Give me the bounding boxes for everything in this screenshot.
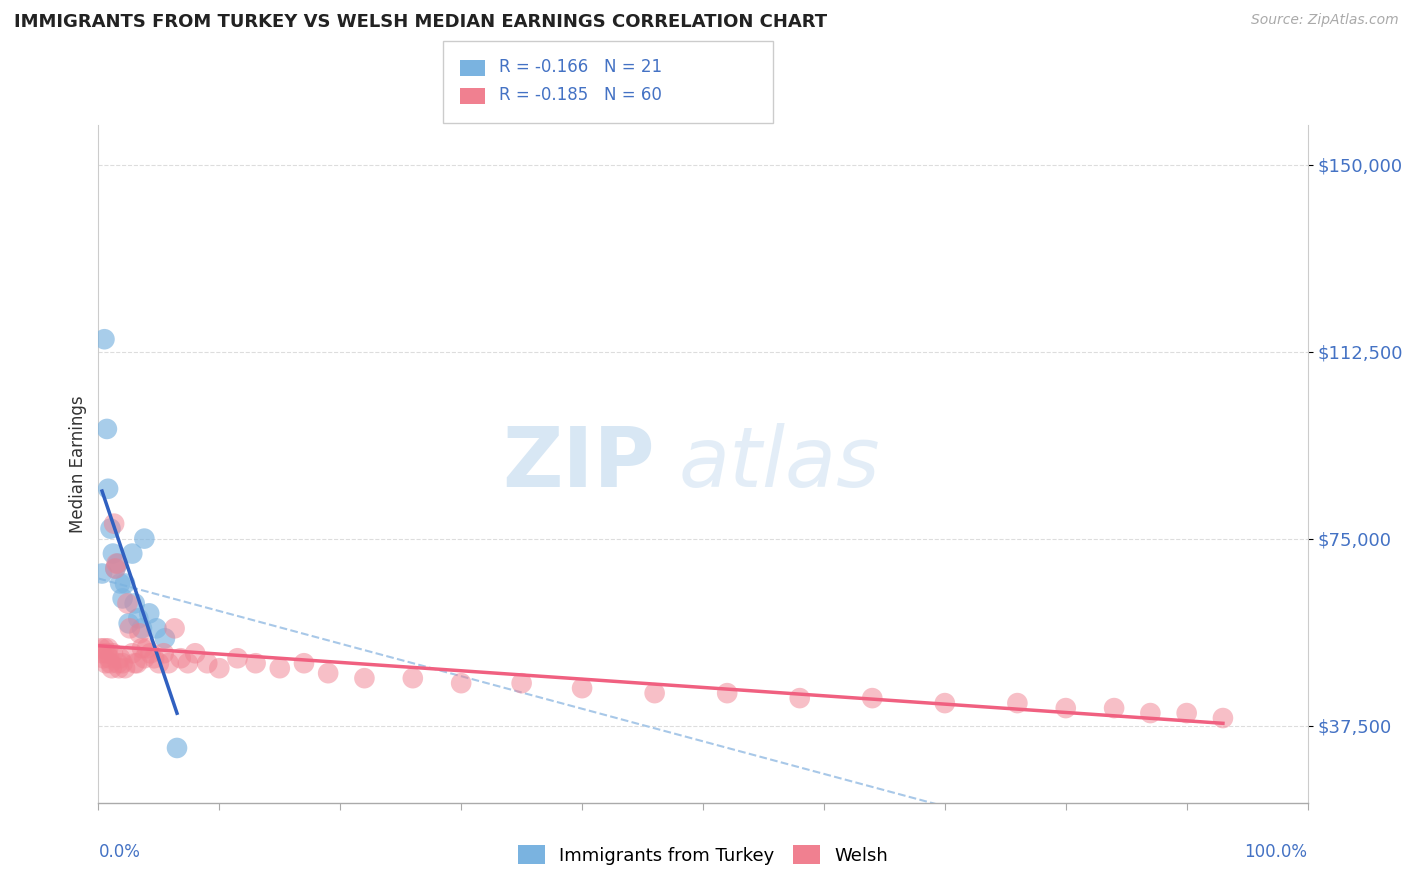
Point bbox=[117, 596, 139, 610]
Point bbox=[134, 651, 156, 665]
Point bbox=[93, 641, 115, 656]
Point bbox=[91, 646, 114, 660]
Point bbox=[96, 422, 118, 436]
Point bbox=[145, 621, 167, 635]
Point bbox=[134, 532, 156, 546]
Point bbox=[114, 661, 136, 675]
Text: 0.0%: 0.0% bbox=[98, 844, 141, 862]
Point bbox=[292, 657, 315, 671]
Point bbox=[226, 651, 249, 665]
Point bbox=[124, 596, 146, 610]
Point bbox=[402, 671, 425, 685]
Point bbox=[163, 621, 186, 635]
Point bbox=[157, 657, 180, 671]
Point bbox=[94, 657, 117, 671]
Point bbox=[316, 666, 339, 681]
Point bbox=[644, 686, 666, 700]
Point bbox=[131, 641, 153, 656]
Point bbox=[100, 657, 122, 671]
Point bbox=[118, 616, 141, 631]
Point bbox=[208, 661, 231, 675]
Point bbox=[789, 691, 811, 706]
Point bbox=[1212, 711, 1234, 725]
Point bbox=[107, 557, 129, 571]
Point bbox=[100, 661, 122, 675]
Point bbox=[127, 657, 149, 671]
Point bbox=[177, 657, 200, 671]
Point bbox=[127, 611, 149, 625]
Point bbox=[169, 651, 191, 665]
Point bbox=[104, 561, 127, 575]
Point bbox=[152, 646, 174, 660]
Point bbox=[139, 646, 162, 660]
Point bbox=[184, 646, 207, 660]
Text: atlas: atlas bbox=[679, 424, 880, 504]
Point bbox=[103, 516, 125, 531]
Point bbox=[135, 641, 157, 656]
Point bbox=[138, 607, 160, 621]
Point bbox=[96, 646, 118, 660]
Text: R = -0.185   N = 60: R = -0.185 N = 60 bbox=[499, 87, 662, 104]
Point bbox=[510, 676, 533, 690]
Point bbox=[148, 657, 170, 671]
Point bbox=[101, 646, 124, 660]
Point bbox=[90, 641, 112, 656]
Point bbox=[108, 576, 131, 591]
Point bbox=[1054, 701, 1077, 715]
Point bbox=[716, 686, 738, 700]
Point bbox=[114, 576, 136, 591]
Point bbox=[353, 671, 375, 685]
Point bbox=[91, 651, 114, 665]
Point bbox=[91, 566, 114, 581]
Point bbox=[934, 696, 956, 710]
Legend: Immigrants from Turkey, Welsh: Immigrants from Turkey, Welsh bbox=[510, 838, 896, 871]
Point bbox=[1139, 706, 1161, 720]
Point bbox=[108, 661, 131, 675]
Point bbox=[121, 547, 143, 561]
Point bbox=[245, 657, 267, 671]
Text: IMMIGRANTS FROM TURKEY VS WELSH MEDIAN EARNINGS CORRELATION CHART: IMMIGRANTS FROM TURKEY VS WELSH MEDIAN E… bbox=[14, 13, 827, 31]
Point bbox=[860, 691, 883, 706]
Point bbox=[1102, 701, 1125, 715]
Y-axis label: Median Earnings: Median Earnings bbox=[69, 395, 87, 533]
Point bbox=[269, 661, 291, 675]
Point bbox=[111, 591, 134, 606]
Point bbox=[104, 561, 127, 575]
Point bbox=[128, 626, 150, 640]
Point bbox=[97, 641, 120, 656]
Point bbox=[100, 522, 122, 536]
Point bbox=[153, 632, 176, 646]
Point bbox=[105, 557, 128, 571]
Point bbox=[124, 657, 146, 671]
Point bbox=[111, 657, 134, 671]
Point bbox=[118, 621, 141, 635]
Point bbox=[101, 547, 124, 561]
Point bbox=[450, 676, 472, 690]
Text: Source: ZipAtlas.com: Source: ZipAtlas.com bbox=[1251, 13, 1399, 28]
Point bbox=[195, 657, 218, 671]
Point bbox=[131, 621, 153, 635]
Text: 100.0%: 100.0% bbox=[1244, 844, 1308, 862]
Point bbox=[571, 681, 593, 695]
Point bbox=[1175, 706, 1198, 720]
Point bbox=[121, 646, 143, 660]
Point bbox=[98, 651, 121, 665]
Text: R = -0.166   N = 21: R = -0.166 N = 21 bbox=[499, 58, 662, 76]
Point bbox=[93, 332, 115, 346]
Point bbox=[108, 651, 131, 665]
Point bbox=[166, 741, 188, 756]
Text: ZIP: ZIP bbox=[502, 424, 655, 504]
Point bbox=[107, 657, 129, 671]
Point bbox=[143, 651, 166, 665]
Point bbox=[1007, 696, 1029, 710]
Point bbox=[97, 482, 120, 496]
